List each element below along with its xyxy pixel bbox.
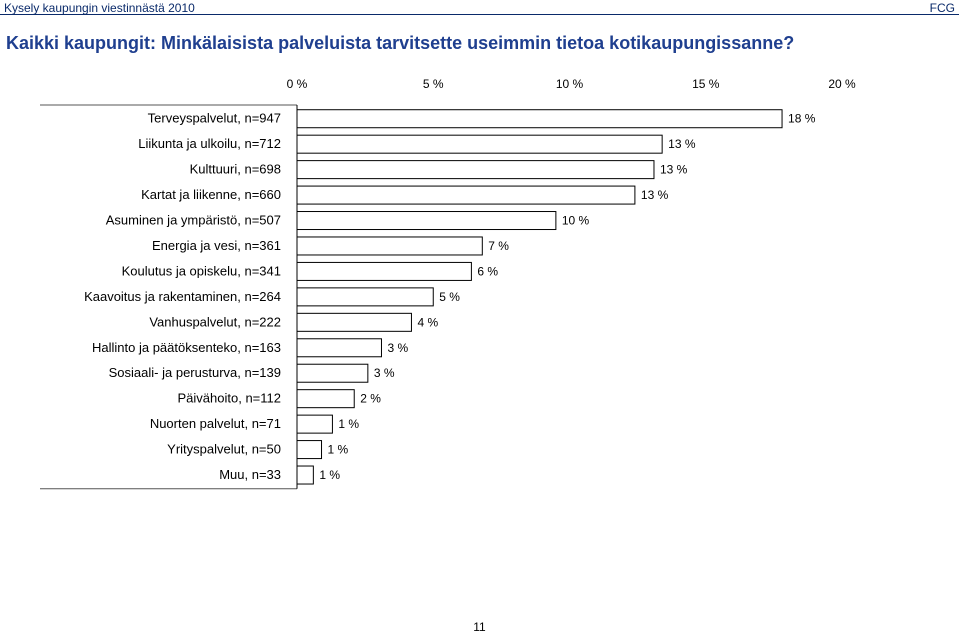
data-label: 1 %	[338, 417, 359, 431]
page-title: Kaikki kaupungit: Minkälaisista palvelui…	[6, 33, 795, 53]
data-label: 5 %	[439, 290, 460, 304]
category-label: Sosiaali- ja perusturva, n=139	[109, 365, 281, 380]
bar	[296, 338, 382, 358]
data-label: 3 %	[374, 366, 395, 380]
bar	[296, 363, 369, 383]
bar	[296, 160, 655, 180]
bar	[296, 134, 663, 154]
category-label: Liikunta ja ulkoilu, n=712	[138, 136, 281, 151]
category-label: Päivähoito, n=112	[178, 391, 281, 406]
bar	[296, 287, 434, 307]
data-label: 13 %	[660, 163, 688, 177]
bar	[296, 440, 323, 460]
category-label: Nuorten palvelut, n=71	[150, 416, 281, 431]
bar	[296, 312, 412, 332]
report-header-brand: FCG	[929, 1, 955, 15]
data-label: 4 %	[417, 315, 438, 329]
bar	[296, 465, 314, 485]
x-tick-label: 0 %	[287, 77, 308, 91]
x-tick-label: 5 %	[423, 77, 444, 91]
category-label: Kartat ja liikenne, n=660	[141, 187, 281, 202]
data-label: 13 %	[668, 137, 696, 151]
category-label: Energia ja vesi, n=361	[152, 238, 281, 253]
category-label: Kulttuuri, n=698	[190, 162, 281, 177]
bar	[296, 236, 483, 256]
category-label: Hallinto ja päätöksenteko, n=163	[92, 340, 281, 355]
bar	[296, 185, 636, 205]
category-label: Yrityspalvelut, n=50	[167, 442, 281, 457]
bar	[296, 389, 355, 409]
data-label: 1 %	[319, 468, 340, 482]
data-label: 13 %	[641, 188, 669, 202]
category-label: Kaavoitus ja rakentaminen, n=264	[84, 289, 281, 304]
header-divider	[0, 14, 959, 15]
x-tick-label: 15 %	[692, 77, 720, 91]
data-label: 6 %	[477, 264, 498, 278]
data-label: 10 %	[562, 214, 590, 228]
data-label: 18 %	[788, 112, 816, 126]
data-label: 2 %	[360, 392, 381, 406]
page-number: 11	[473, 620, 486, 634]
data-label: 7 %	[488, 239, 509, 253]
category-label: Muu, n=33	[219, 467, 281, 482]
bar	[296, 211, 557, 231]
data-label: 1 %	[328, 443, 349, 457]
category-label: Asuminen ja ympäristö, n=507	[106, 213, 281, 228]
bar	[296, 109, 783, 129]
x-tick-label: 10 %	[556, 77, 584, 91]
category-label: Terveyspalvelut, n=947	[148, 111, 281, 126]
bar	[296, 261, 472, 281]
bar	[296, 414, 333, 434]
category-label: Vanhuspalvelut, n=222	[149, 314, 281, 329]
x-tick-label: 20 %	[828, 77, 856, 91]
category-label: Koulutus ja opiskelu, n=341	[122, 263, 281, 278]
report-header-title: Kysely kaupungin viestinnästä 2010	[4, 1, 195, 15]
data-label: 3 %	[387, 341, 408, 355]
